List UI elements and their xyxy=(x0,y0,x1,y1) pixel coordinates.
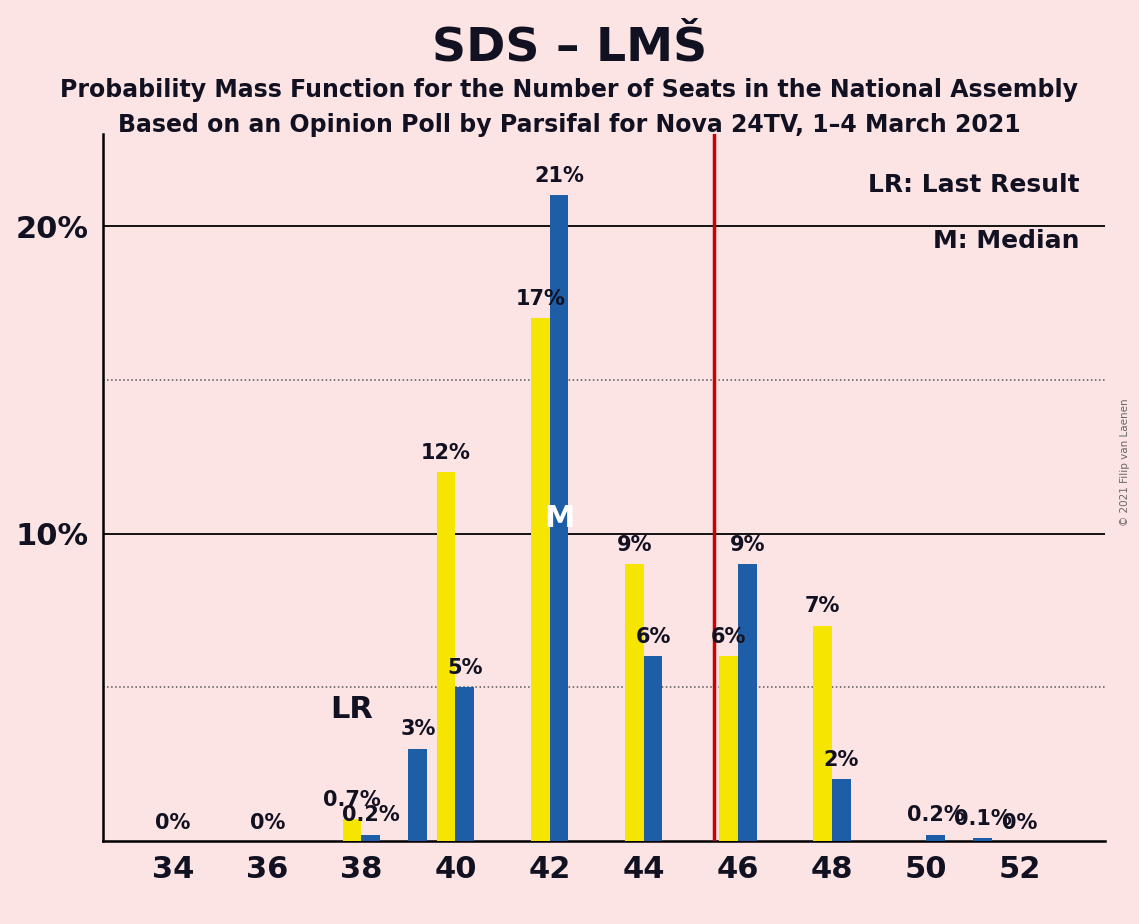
Bar xyxy=(456,687,474,841)
Text: 0.1%: 0.1% xyxy=(953,808,1011,829)
Text: M: Median: M: Median xyxy=(933,229,1080,253)
Bar xyxy=(409,748,427,841)
Text: 3%: 3% xyxy=(400,720,435,739)
Text: 2%: 2% xyxy=(823,750,859,771)
Text: 9%: 9% xyxy=(729,535,765,555)
Text: 7%: 7% xyxy=(805,597,841,616)
Text: LR: Last Result: LR: Last Result xyxy=(868,173,1080,197)
Text: 0.2%: 0.2% xyxy=(907,806,965,825)
Bar xyxy=(625,565,644,841)
Text: M: M xyxy=(543,504,574,532)
Bar xyxy=(738,565,756,841)
Text: 6%: 6% xyxy=(711,627,746,647)
Bar xyxy=(361,834,380,841)
Text: 5%: 5% xyxy=(448,658,483,678)
Text: 6%: 6% xyxy=(636,627,671,647)
Bar xyxy=(719,656,738,841)
Text: LR: LR xyxy=(330,695,374,724)
Text: 0.7%: 0.7% xyxy=(323,790,380,810)
Bar xyxy=(549,196,568,841)
Text: 21%: 21% xyxy=(534,166,584,187)
Text: Based on an Opinion Poll by Parsifal for Nova 24TV, 1–4 March 2021: Based on an Opinion Poll by Parsifal for… xyxy=(118,113,1021,137)
Text: 0%: 0% xyxy=(155,813,191,833)
Text: 9%: 9% xyxy=(616,535,652,555)
Bar xyxy=(831,779,851,841)
Bar xyxy=(813,626,831,841)
Text: 12%: 12% xyxy=(421,443,470,463)
Bar xyxy=(343,820,361,841)
Bar xyxy=(531,319,549,841)
Text: 0%: 0% xyxy=(1002,813,1038,833)
Bar xyxy=(436,472,456,841)
Text: Probability Mass Function for the Number of Seats in the National Assembly: Probability Mass Function for the Number… xyxy=(60,78,1079,102)
Bar xyxy=(644,656,663,841)
Bar xyxy=(973,838,992,841)
Text: 17%: 17% xyxy=(515,289,565,310)
Bar xyxy=(926,834,945,841)
Text: © 2021 Filip van Laenen: © 2021 Filip van Laenen xyxy=(1121,398,1130,526)
Text: SDS – LMŠ: SDS – LMŠ xyxy=(432,26,707,71)
Text: 0.2%: 0.2% xyxy=(342,806,400,825)
Text: 0%: 0% xyxy=(249,813,285,833)
